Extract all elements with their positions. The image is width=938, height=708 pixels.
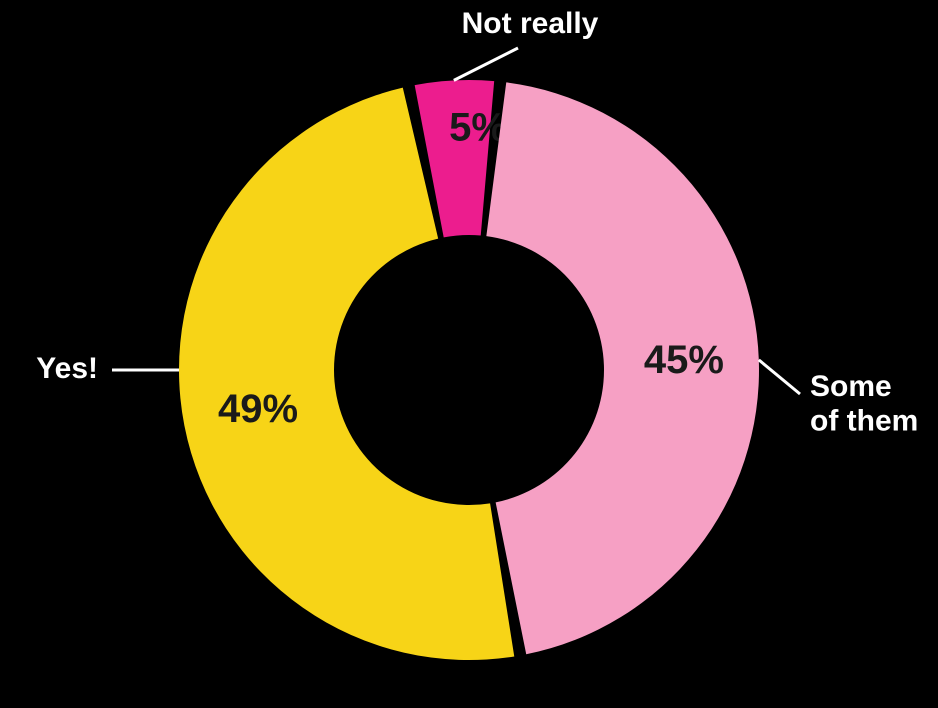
name-label-some_of_them-line1: of them — [810, 404, 918, 437]
leader-some_of_them — [759, 360, 800, 394]
name-label-not_really: Not really — [462, 7, 599, 40]
value-label-some_of_them: 45% — [644, 338, 724, 382]
name-label-not_really-line0: Not really — [462, 7, 599, 40]
name-label-some_of_them: Someof them — [810, 370, 918, 438]
value-label-not_really: 5% — [449, 106, 507, 150]
name-label-yes-line0: Yes! — [36, 352, 98, 385]
name-label-yes: Yes! — [36, 352, 98, 385]
donut-chart: 5% Not really 45% Someof them 49% Yes! — [0, 0, 938, 708]
leader-not_really — [454, 48, 518, 80]
value-label-yes: 49% — [218, 387, 298, 431]
name-label-some_of_them-line0: Some — [810, 370, 892, 403]
